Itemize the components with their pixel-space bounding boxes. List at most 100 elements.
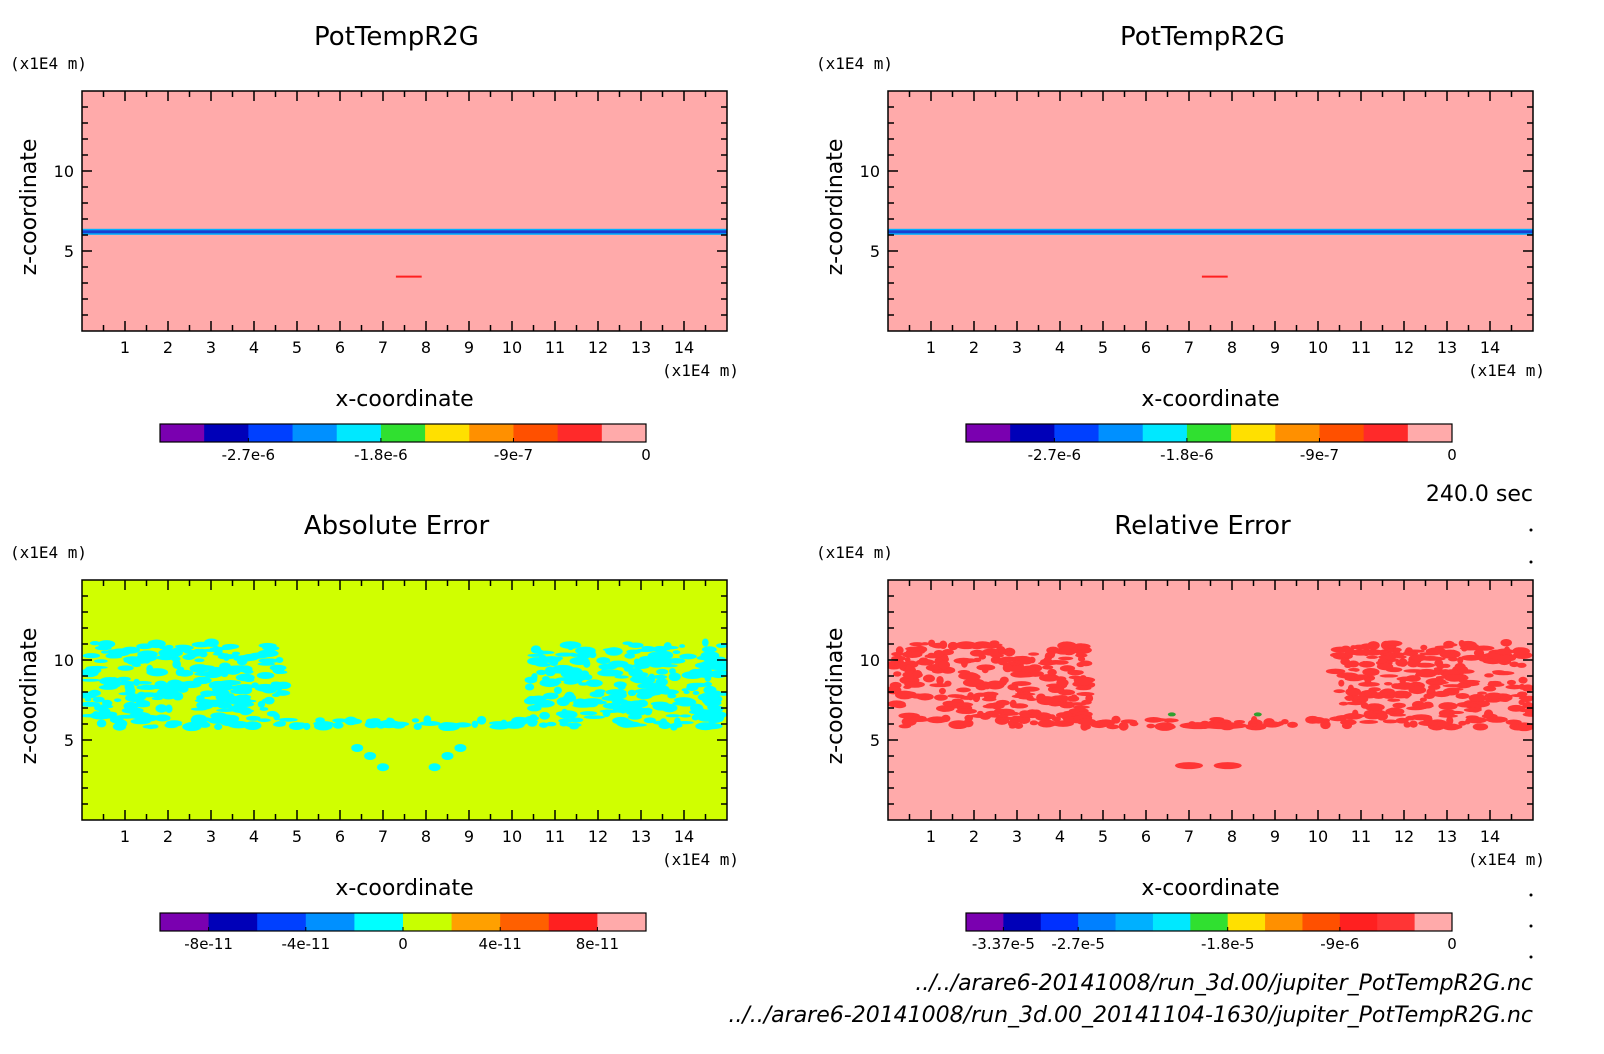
y-tick-label: 10 xyxy=(54,162,74,181)
pattern-blob xyxy=(911,651,921,657)
pattern-blob xyxy=(197,677,209,681)
pattern-blob xyxy=(1333,689,1346,694)
pattern-blob xyxy=(1325,668,1346,675)
x-tick-label: 12 xyxy=(1394,338,1414,357)
colorbar-swatch xyxy=(1152,913,1191,931)
pattern-blob xyxy=(613,681,627,688)
pattern-blob xyxy=(1456,669,1475,674)
x-tick-label: 6 xyxy=(1141,338,1151,357)
pattern-blob xyxy=(573,698,588,708)
pattern-blob xyxy=(117,665,134,671)
pattern-blob xyxy=(1344,713,1366,718)
pattern-blob xyxy=(193,665,215,669)
x-tick-label: 13 xyxy=(1437,827,1457,846)
pattern-blob xyxy=(1358,660,1376,668)
colorbar-swatch xyxy=(1115,913,1154,931)
x-tick-label: 13 xyxy=(631,827,651,846)
colorbar-swatch xyxy=(425,424,470,442)
pattern-blob xyxy=(675,721,694,725)
colorbar-swatch xyxy=(1098,424,1144,442)
pattern-blob xyxy=(703,681,713,687)
pattern-blob xyxy=(1011,694,1034,699)
pattern-blob xyxy=(259,707,269,711)
pattern-blob xyxy=(539,711,551,720)
pattern-blob xyxy=(1389,707,1397,712)
x-tick-label: 12 xyxy=(1394,827,1414,846)
pattern-blob xyxy=(224,666,242,675)
pattern-blob xyxy=(1527,707,1533,716)
pattern-blob xyxy=(428,763,441,772)
x-tick-label: 2 xyxy=(163,338,173,357)
pattern-blob xyxy=(1350,649,1372,656)
pattern-blob xyxy=(938,660,950,670)
pattern-blob xyxy=(960,659,968,668)
pattern-blob xyxy=(1079,660,1093,667)
pattern-blob xyxy=(703,685,717,695)
pattern-blob xyxy=(1020,686,1040,692)
pattern-blob xyxy=(102,699,113,707)
pattern-blob xyxy=(985,710,1001,716)
pattern-blob xyxy=(1393,647,1401,655)
colorbar-swatch xyxy=(380,424,426,442)
x-tick-label: 7 xyxy=(378,338,388,357)
pattern-blob xyxy=(134,680,152,685)
colorbar-swatch xyxy=(336,424,382,442)
pattern-blob xyxy=(1379,674,1399,678)
pattern-blob xyxy=(1522,701,1533,710)
pattern-blob xyxy=(624,652,636,659)
pattern-blob xyxy=(1071,694,1078,700)
pattern-blob xyxy=(1438,702,1458,711)
x-tick-label: 5 xyxy=(292,338,302,357)
pattern-blob xyxy=(1455,693,1470,700)
pattern-blob xyxy=(981,648,1001,656)
pattern-blob xyxy=(274,721,287,725)
pattern-blob xyxy=(1377,657,1388,664)
colorbar-swatch xyxy=(548,913,598,931)
pattern-blob xyxy=(988,714,1009,718)
pattern-blob xyxy=(1037,719,1056,728)
pattern-blob xyxy=(1167,712,1176,717)
pattern-blob xyxy=(1146,723,1156,729)
pattern-blob xyxy=(567,643,575,651)
pattern-blob xyxy=(934,694,948,701)
y-tick-label: 10 xyxy=(860,651,880,670)
pattern-blob xyxy=(596,657,611,665)
colorbar-frame xyxy=(159,423,647,443)
pattern-blob xyxy=(543,692,559,700)
y-axis-label: z-coordinate xyxy=(823,628,848,765)
x-tick-label: 10 xyxy=(1308,338,1328,357)
pattern-blob xyxy=(1415,668,1438,678)
pattern-blob xyxy=(1369,704,1380,711)
pattern-blob xyxy=(1506,679,1516,686)
pattern-blob xyxy=(527,720,538,727)
pattern-blob xyxy=(652,701,671,711)
pattern-blob xyxy=(110,716,122,724)
pattern-blob xyxy=(1059,665,1076,672)
pattern-blob xyxy=(647,658,666,668)
pattern-blob xyxy=(709,670,727,679)
pattern-blob xyxy=(702,638,709,647)
x-tick-label: 7 xyxy=(378,827,388,846)
x-tick-label: 2 xyxy=(969,338,979,357)
pattern-blob xyxy=(618,703,634,711)
x-tick-label: 3 xyxy=(206,338,216,357)
pattern-blob xyxy=(1345,687,1361,697)
pattern-blob xyxy=(256,672,275,679)
pattern-blob xyxy=(613,691,627,700)
colorbar-label: -8e-11 xyxy=(184,935,233,953)
pattern-blob xyxy=(1420,644,1428,651)
pattern-blob xyxy=(1505,719,1522,726)
pattern-blob xyxy=(660,645,679,650)
pattern-blob xyxy=(1395,717,1409,724)
pattern-blob xyxy=(118,692,136,696)
pattern-blob xyxy=(1051,720,1067,725)
colorbar-swatch xyxy=(1377,913,1416,931)
colorbar-swatch xyxy=(1363,424,1409,442)
pattern-blob xyxy=(234,655,255,661)
colorbar-swatch xyxy=(204,424,249,442)
pattern-blob xyxy=(683,690,690,694)
x-tick-label: 14 xyxy=(674,827,694,846)
pattern-blob xyxy=(1047,668,1057,676)
colorbar-label: -2.7e-5 xyxy=(1051,935,1104,953)
pattern-blob xyxy=(998,649,1006,654)
